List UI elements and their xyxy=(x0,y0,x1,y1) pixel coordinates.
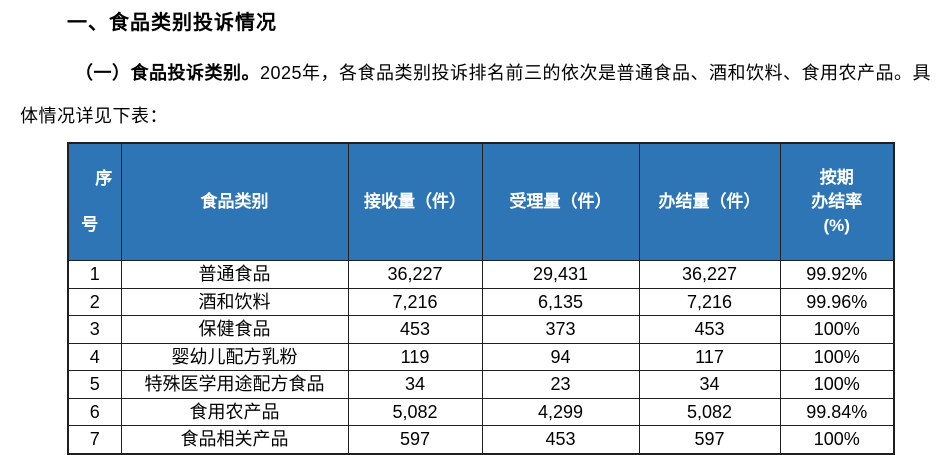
intro-paragraph: （一）食品投诉类别。2025年，各食品类别投诉排名前三的依次是普通食品、酒和饮料… xyxy=(20,52,935,138)
col-header-accepted: 受理量（件） xyxy=(481,142,640,261)
cell-seq: 3 xyxy=(67,315,122,344)
col-header-seq: 序 号 xyxy=(67,142,122,261)
cell-category: 酒和饮料 xyxy=(120,287,349,316)
cell-accepted: 94 xyxy=(481,342,640,371)
col-header-seq-char-1: 序 xyxy=(95,169,113,188)
cell-completed: 5,082 xyxy=(638,397,781,426)
cell-completed: 36,227 xyxy=(638,260,781,289)
paragraph-line-1-rest: 2025年，各食品类别投诉排名前三的依次是普通食品、酒和饮料、食用农产品。具 xyxy=(260,63,932,83)
cell-seq: 6 xyxy=(67,397,122,426)
cell-category: 特殊医学用途配方食品 xyxy=(120,370,349,399)
section-heading: 一、食品类别投诉情况 xyxy=(67,12,277,34)
cell-category: 婴幼儿配方乳粉 xyxy=(120,342,349,371)
table-row: 2 酒和饮料 7,216 6,135 7,216 99.96% xyxy=(67,287,895,316)
cell-on-time-rate: 99.96% xyxy=(779,287,895,316)
col-header-completed: 办结量（件） xyxy=(638,142,781,261)
cell-on-time-rate: 100% xyxy=(779,342,895,371)
cell-accepted: 23 xyxy=(481,370,640,399)
cell-category: 食用农产品 xyxy=(120,397,349,426)
cell-seq: 4 xyxy=(67,342,122,371)
cell-seq: 1 xyxy=(67,260,122,289)
paragraph-line-1: （一）食品投诉类别。2025年，各食品类别投诉排名前三的依次是普通食品、酒和饮料… xyxy=(20,52,935,95)
cell-category: 普通食品 xyxy=(120,260,349,289)
cell-accepted: 4,299 xyxy=(481,397,640,426)
food-complaints-table: 序 号 食品类别 接收量（件） 受理量（件） 办结量（件） 按期 办结率 (%)… xyxy=(67,142,895,455)
cell-seq: 5 xyxy=(67,370,122,399)
cell-completed: 117 xyxy=(638,342,781,371)
col-header-seq-char-2: 号 xyxy=(81,215,99,234)
cell-on-time-rate: 99.84% xyxy=(779,397,895,426)
cell-completed: 453 xyxy=(638,315,781,344)
cell-seq: 7 xyxy=(67,425,122,454)
cell-on-time-rate: 100% xyxy=(779,315,895,344)
cell-category: 食品相关产品 xyxy=(120,425,349,454)
cell-received: 597 xyxy=(347,425,483,454)
cell-completed: 597 xyxy=(638,425,781,454)
table-header-row: 序 号 食品类别 接收量（件） 受理量（件） 办结量（件） 按期 办结率 (%) xyxy=(67,142,895,261)
paragraph-line-2: 体情况详见下表： xyxy=(20,106,168,126)
cell-accepted: 453 xyxy=(481,425,640,454)
table-row: 7 食品相关产品 597 453 597 100% xyxy=(67,425,895,454)
col-header-on-time-rate: 按期 办结率 (%) xyxy=(779,142,895,261)
col-header-received: 接收量（件） xyxy=(347,142,483,261)
table-body: 1 普通食品 36,227 29,431 36,227 99.92% 2 酒和饮料 7,216 6… xyxy=(67,260,895,454)
cell-seq: 2 xyxy=(67,287,122,316)
cell-received: 5,082 xyxy=(347,397,483,426)
cell-completed: 7,216 xyxy=(638,287,781,316)
cell-completed: 34 xyxy=(638,370,781,399)
cell-received: 119 xyxy=(347,342,483,371)
table-row: 6 食用农产品 5,082 4,299 5,082 99.84% xyxy=(67,397,895,426)
paragraph-lead-bold: （一）食品投诉类别。 xyxy=(75,63,260,83)
cell-received: 7,216 xyxy=(347,287,483,316)
cell-received: 34 xyxy=(347,370,483,399)
cell-received: 453 xyxy=(347,315,483,344)
col-header-category: 食品类别 xyxy=(120,142,349,261)
cell-on-time-rate: 99.92% xyxy=(779,260,895,289)
cell-accepted: 373 xyxy=(481,315,640,344)
table-row: 3 保健食品 453 373 453 100% xyxy=(67,315,895,344)
cell-on-time-rate: 100% xyxy=(779,425,895,454)
cell-category: 保健食品 xyxy=(120,315,349,344)
table-row: 1 普通食品 36,227 29,431 36,227 99.92% xyxy=(67,260,895,289)
cell-received: 36,227 xyxy=(347,260,483,289)
cell-accepted: 6,135 xyxy=(481,287,640,316)
table-row: 4 婴幼儿配方乳粉 119 94 117 100% xyxy=(67,342,895,371)
table-row: 5 特殊医学用途配方食品 34 23 34 100% xyxy=(67,370,895,399)
cell-on-time-rate: 100% xyxy=(779,370,895,399)
cell-accepted: 29,431 xyxy=(481,260,640,289)
